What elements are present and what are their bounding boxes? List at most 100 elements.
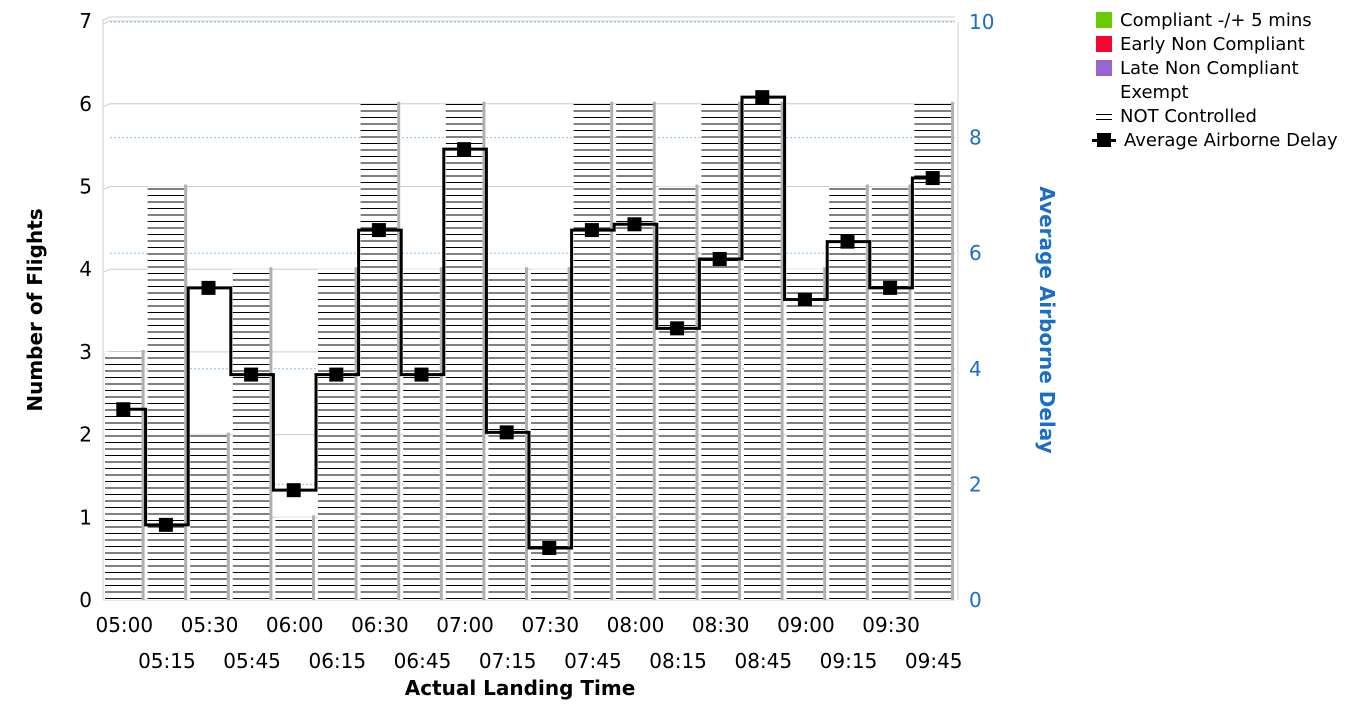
avg-delay-marker <box>925 171 940 186</box>
bar-side <box>823 267 827 600</box>
avg-delay-marker <box>158 517 173 532</box>
bar-not-controlled <box>232 269 270 600</box>
legend-label-average-airborne-delay: Average Airborne Delay <box>1124 129 1338 151</box>
avg-delay-marker <box>329 367 344 382</box>
bar-side <box>184 184 188 600</box>
bar-side <box>652 101 656 601</box>
legend-swatch-exempt <box>1096 84 1112 100</box>
bar-side <box>354 267 358 600</box>
bar-not-controlled <box>829 186 866 600</box>
y-tick-label: 3 <box>79 340 92 364</box>
legend-item-not-controlled: NOT Controlled <box>1096 104 1338 128</box>
bar-side <box>482 101 486 601</box>
y-tick-label: 7 <box>79 9 92 33</box>
avg-delay-marker <box>201 280 216 295</box>
bar-not-controlled <box>445 103 483 601</box>
avg-delay-marker <box>116 402 131 417</box>
x-tick-label: 07:15 <box>479 649 537 673</box>
y-axis-title: Number of Flights <box>23 208 47 411</box>
bar-not-controlled <box>360 103 398 601</box>
bar-side <box>269 267 273 600</box>
avg-delay-marker <box>883 280 898 295</box>
x-tick-label: 07:30 <box>521 613 579 637</box>
bar-not-controlled <box>190 434 227 600</box>
legend-item-late-non-compliant: Late Non Compliant <box>1096 56 1338 80</box>
legend-swatch-average-airborne-delay <box>1092 132 1116 148</box>
bar-not-controlled <box>573 103 611 601</box>
y2-tick-label: 8 <box>969 126 982 150</box>
x-axis-title: Actual Landing Time <box>405 676 636 700</box>
y-tick-label: 1 <box>79 505 92 529</box>
legend-item-average-airborne-delay: Average Airborne Delay <box>1092 128 1338 152</box>
x-tick-label: 08:00 <box>607 613 665 637</box>
avg-delay-marker <box>584 223 599 238</box>
legend-item-compliant: Compliant -/+ 5 mins <box>1096 8 1338 32</box>
y2-tick-label: 6 <box>969 241 982 265</box>
bar-not-controlled <box>914 103 951 601</box>
bar-side <box>780 101 784 601</box>
bar-not-controlled <box>275 517 312 600</box>
avg-delay-marker <box>414 367 429 382</box>
bar-side <box>695 184 699 600</box>
x-tick-label: 06:45 <box>394 649 452 673</box>
bar-side <box>567 267 571 600</box>
y-tick-label: 6 <box>79 92 92 116</box>
grid-line <box>102 186 955 190</box>
avg-delay-marker <box>542 540 557 555</box>
plot-frame <box>102 16 955 600</box>
legend-swatch-compliant <box>1096 12 1112 28</box>
x-tick-label: 07:00 <box>436 613 494 637</box>
bar-not-controlled <box>318 269 355 600</box>
bar-not-controlled <box>871 186 909 600</box>
legend-swatch-early-non-compliant <box>1096 36 1112 52</box>
bar-side <box>312 515 315 600</box>
legend-label-early-non-compliant: Early Non Compliant <box>1120 33 1305 55</box>
grid-line <box>102 103 955 108</box>
legend-label-late-non-compliant: Late Non Compliant <box>1120 57 1299 79</box>
y-tick-label: 4 <box>79 257 92 281</box>
grid-line <box>102 20 955 25</box>
x-tick-label: 05:45 <box>223 649 281 673</box>
x-tick-label: 06:30 <box>351 613 409 637</box>
avg-delay-marker <box>627 217 642 232</box>
y-tick-label: 2 <box>79 423 92 447</box>
avg-delay-marker <box>244 367 259 382</box>
bar-side <box>951 101 954 601</box>
bar-not-controlled <box>701 103 738 601</box>
avg-delay-marker <box>499 425 514 440</box>
avg-delay-marker <box>755 90 770 105</box>
bar-not-controlled <box>658 186 696 600</box>
x-tick-label: 08:15 <box>649 649 707 673</box>
legend-swatch-late-non-compliant <box>1096 60 1112 76</box>
avg-delay-marker <box>712 251 727 266</box>
avg-delay-marker <box>371 223 386 238</box>
avg-delay-marker <box>670 321 685 336</box>
x-tick-label: 05:00 <box>95 613 153 637</box>
x-tick-label: 09:30 <box>862 613 920 637</box>
bar-not-controlled <box>147 186 185 600</box>
x-tick-label: 06:00 <box>266 613 324 637</box>
bar-side <box>610 101 614 601</box>
avg-delay-marker <box>286 483 301 498</box>
bar-side <box>141 349 145 600</box>
bar-side <box>397 101 401 601</box>
bar-side <box>226 432 230 600</box>
x-tick-label: 09:45 <box>905 649 963 673</box>
x-tick-label: 06:15 <box>308 649 366 673</box>
x-tick-label: 08:45 <box>734 649 792 673</box>
x-tick-label: 08:30 <box>692 613 750 637</box>
bar-side <box>865 184 869 600</box>
legend-item-exempt: Exempt <box>1096 80 1338 104</box>
x-tick-label: 05:15 <box>138 649 196 673</box>
legend: Compliant -/+ 5 mins Early Non Compliant… <box>1092 8 1338 152</box>
y2-tick-label: 2 <box>969 472 982 496</box>
legend-item-early-non-compliant: Early Non Compliant <box>1096 32 1338 56</box>
y-tick-label: 5 <box>79 175 92 199</box>
bar-side <box>908 184 912 600</box>
bar-not-controlled <box>616 103 653 601</box>
avg-delay-marker <box>840 234 855 249</box>
bar-side <box>439 267 443 600</box>
bar-not-controlled <box>744 103 781 601</box>
